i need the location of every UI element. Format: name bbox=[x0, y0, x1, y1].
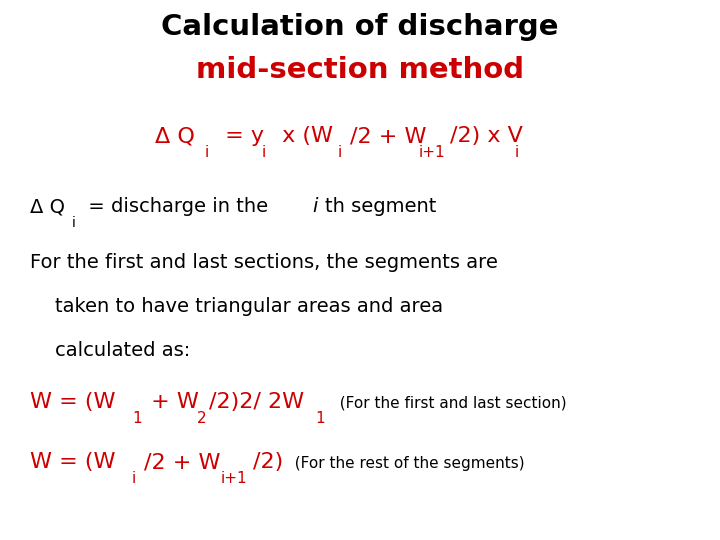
Text: Δ Q: Δ Q bbox=[30, 197, 65, 216]
Text: calculated as:: calculated as: bbox=[55, 341, 190, 360]
Text: /2): /2) bbox=[253, 452, 283, 472]
Text: = y: = y bbox=[218, 126, 264, 146]
Text: = discharge in the: = discharge in the bbox=[82, 197, 274, 216]
Text: (For the first and last section): (For the first and last section) bbox=[330, 396, 567, 411]
Text: /2)2/ 2W: /2)2/ 2W bbox=[209, 392, 304, 412]
Text: i: i bbox=[262, 145, 266, 160]
Text: For the first and last sections, the segments are: For the first and last sections, the seg… bbox=[30, 253, 498, 272]
Text: W = (W: W = (W bbox=[30, 392, 115, 412]
Text: /2) x V: /2) x V bbox=[450, 126, 523, 146]
Text: i: i bbox=[132, 471, 136, 486]
Text: Calculation of discharge: Calculation of discharge bbox=[161, 13, 559, 41]
Text: taken to have triangular areas and area: taken to have triangular areas and area bbox=[55, 297, 443, 316]
Text: x (W: x (W bbox=[275, 126, 333, 146]
Text: (For the rest of the segments): (For the rest of the segments) bbox=[285, 456, 525, 471]
Text: Δ Q: Δ Q bbox=[155, 126, 195, 146]
Text: mid-section method: mid-section method bbox=[196, 56, 524, 84]
Text: /2 + W: /2 + W bbox=[144, 452, 220, 472]
Text: th segment: th segment bbox=[325, 197, 436, 216]
Text: + W: + W bbox=[144, 392, 199, 412]
Text: i: i bbox=[312, 197, 318, 216]
Text: i: i bbox=[72, 216, 76, 230]
Text: 2: 2 bbox=[197, 411, 207, 426]
Text: i+1: i+1 bbox=[221, 471, 248, 486]
Text: i+1: i+1 bbox=[419, 145, 446, 160]
Text: 1: 1 bbox=[315, 411, 325, 426]
Text: W = (W: W = (W bbox=[30, 452, 115, 472]
Text: 1: 1 bbox=[132, 411, 142, 426]
Text: i: i bbox=[338, 145, 342, 160]
Text: i: i bbox=[515, 145, 519, 160]
Text: i: i bbox=[205, 145, 210, 160]
Text: /2 + W: /2 + W bbox=[350, 126, 426, 146]
